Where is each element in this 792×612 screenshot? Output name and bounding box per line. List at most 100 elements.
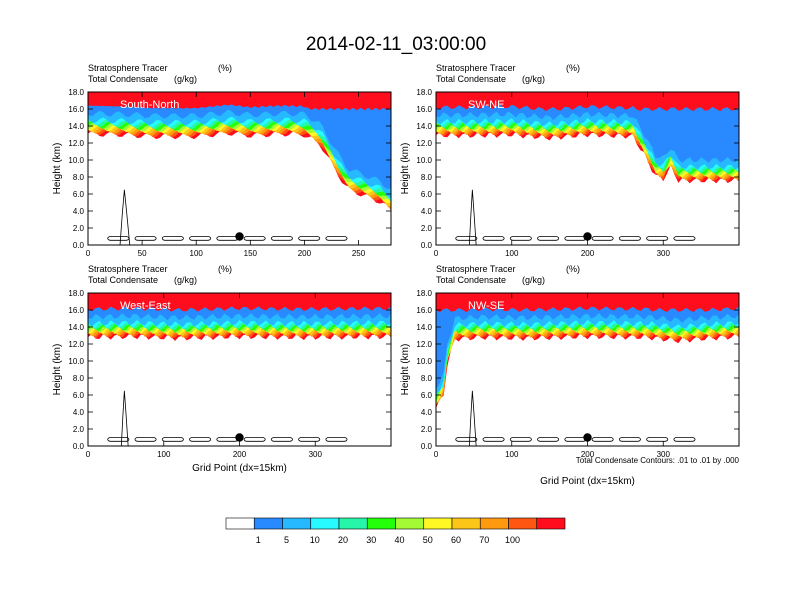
condensate-contour bbox=[537, 236, 560, 241]
y-tick-label: 4.0 bbox=[421, 408, 433, 417]
subtitle-stratosphere-tracer: Stratosphere Tracer bbox=[436, 63, 516, 73]
x-axis-label: Grid Point (dx=15km) bbox=[540, 476, 635, 487]
colorbar-swatch bbox=[451, 517, 481, 530]
colorbar-label: 40 bbox=[394, 535, 404, 545]
y-tick-label: 6.0 bbox=[421, 391, 433, 400]
y-tick-label: 4.0 bbox=[73, 207, 85, 216]
panel-label: NW-SE bbox=[468, 300, 504, 312]
colorbar-label: 10 bbox=[310, 535, 320, 545]
x-tick-label: 200 bbox=[298, 249, 312, 258]
condensate-contour bbox=[646, 236, 669, 241]
x-tick-label: 0 bbox=[86, 450, 91, 459]
y-tick-label: 10.0 bbox=[416, 357, 432, 366]
y-tick-label: 0.0 bbox=[421, 241, 433, 250]
condensate-contours bbox=[107, 189, 348, 245]
y-tick-label: 8.0 bbox=[421, 173, 433, 182]
condensate-contour bbox=[468, 390, 477, 446]
x-tick-label: 50 bbox=[138, 249, 147, 258]
y-tick-label: 6.0 bbox=[421, 190, 433, 199]
location-marker bbox=[583, 433, 592, 442]
tracer-field bbox=[436, 92, 739, 184]
location-marker bbox=[235, 232, 244, 241]
condensate-contour bbox=[120, 390, 129, 446]
condensate-contour bbox=[618, 437, 641, 442]
condensate-contour bbox=[618, 236, 641, 241]
y-tick-label: 14.0 bbox=[68, 323, 84, 332]
subtitle-condensate-units: (g/kg) bbox=[174, 74, 197, 84]
subtitle-stratosphere-tracer: Stratosphere Tracer bbox=[88, 264, 168, 274]
colorbar-swatch bbox=[395, 517, 425, 530]
location-marker bbox=[583, 232, 592, 241]
y-axis-label: Height (km) bbox=[400, 344, 411, 396]
y-tick-label: 4.0 bbox=[421, 207, 433, 216]
y-tick-label: 0.0 bbox=[73, 442, 85, 451]
condensate-contour bbox=[591, 437, 614, 442]
y-tick-label: 18.0 bbox=[68, 88, 84, 97]
subtitle-total-condensate: Total Condensate bbox=[88, 275, 158, 285]
y-tick-label: 12.0 bbox=[416, 340, 432, 349]
y-tick-label: 10.0 bbox=[416, 156, 432, 165]
condensate-contour bbox=[189, 236, 212, 241]
location-marker bbox=[235, 433, 244, 442]
subtitle-condensate-units: (g/kg) bbox=[522, 74, 545, 84]
condensate-contour bbox=[243, 236, 266, 241]
y-tick-label: 2.0 bbox=[73, 425, 85, 434]
colorbar-swatch bbox=[338, 517, 368, 530]
y-axis-label: Height (km) bbox=[52, 143, 63, 195]
y-tick-label: 2.0 bbox=[73, 224, 85, 233]
condensate-contour bbox=[482, 236, 505, 241]
x-tick-label: 200 bbox=[581, 249, 595, 258]
condensate-contour bbox=[270, 437, 293, 442]
y-tick-label: 12.0 bbox=[416, 139, 432, 148]
condensate-contours bbox=[455, 189, 696, 245]
x-axis-label: Grid Point (dx=15km) bbox=[192, 463, 287, 474]
condensate-contour bbox=[161, 236, 184, 241]
y-tick-label: 10.0 bbox=[68, 357, 84, 366]
y-tick-label: 0.0 bbox=[421, 442, 433, 451]
y-tick-label: 16.0 bbox=[68, 306, 84, 315]
y-axis-label: Height (km) bbox=[52, 344, 63, 396]
y-tick-label: 18.0 bbox=[416, 88, 432, 97]
condensate-contour bbox=[161, 437, 184, 442]
condensate-contour bbox=[243, 437, 266, 442]
y-tick-label: 8.0 bbox=[73, 374, 85, 383]
y-tick-label: 14.0 bbox=[68, 122, 84, 131]
tracer-field bbox=[436, 293, 739, 409]
y-tick-label: 16.0 bbox=[416, 306, 432, 315]
tracer-field bbox=[88, 92, 391, 211]
panel-label: SW-NE bbox=[468, 99, 504, 111]
condensate-contour bbox=[325, 236, 348, 241]
condensate-contour bbox=[325, 437, 348, 442]
condensate-contour bbox=[591, 236, 614, 241]
x-tick-label: 100 bbox=[505, 450, 519, 459]
condensate-contour bbox=[509, 437, 532, 442]
colorbar-swatch bbox=[282, 517, 312, 530]
x-tick-label: 150 bbox=[244, 249, 258, 258]
colorbar-label: 60 bbox=[451, 535, 461, 545]
subtitle-total-condensate: Total Condensate bbox=[436, 74, 506, 84]
panel-south-north: 0.0 2.0 4.0 6.0 8.0 10.0 12.0 14.0 16.0 18.0 0 50 10… bbox=[52, 63, 392, 258]
subtitle-tracer-units: (%) bbox=[218, 264, 232, 274]
subtitle-stratosphere-tracer: Stratosphere Tracer bbox=[436, 264, 516, 274]
colorbar-label: 50 bbox=[423, 535, 433, 545]
y-tick-label: 16.0 bbox=[68, 105, 84, 114]
y-tick-label: 18.0 bbox=[68, 289, 84, 298]
tracer-core bbox=[88, 92, 391, 111]
plot-frame bbox=[87, 91, 392, 246]
colorbar-label: 5 bbox=[284, 535, 289, 545]
x-tick-label: 300 bbox=[309, 450, 323, 459]
panel-nw-se: 0.0 2.0 4.0 6.0 8.0 10.0 12.0 14.0 16.0 18.0 0 100 2… bbox=[400, 264, 740, 487]
colorbar-swatch bbox=[423, 517, 453, 530]
condensate-contour bbox=[270, 236, 293, 241]
subtitle-tracer-units: (%) bbox=[566, 264, 580, 274]
condensate-contour bbox=[189, 437, 212, 442]
y-tick-label: 18.0 bbox=[416, 289, 432, 298]
panel-label: South-North bbox=[120, 99, 179, 111]
y-tick-label: 14.0 bbox=[416, 122, 432, 131]
colorbar: 1 5 10 20 30 40 50 60 70 100 bbox=[225, 517, 566, 545]
x-tick-label: 0 bbox=[434, 249, 439, 258]
condensate-contours bbox=[107, 390, 348, 446]
condensate-contour bbox=[468, 189, 477, 245]
colorbar-label: 70 bbox=[479, 535, 489, 545]
